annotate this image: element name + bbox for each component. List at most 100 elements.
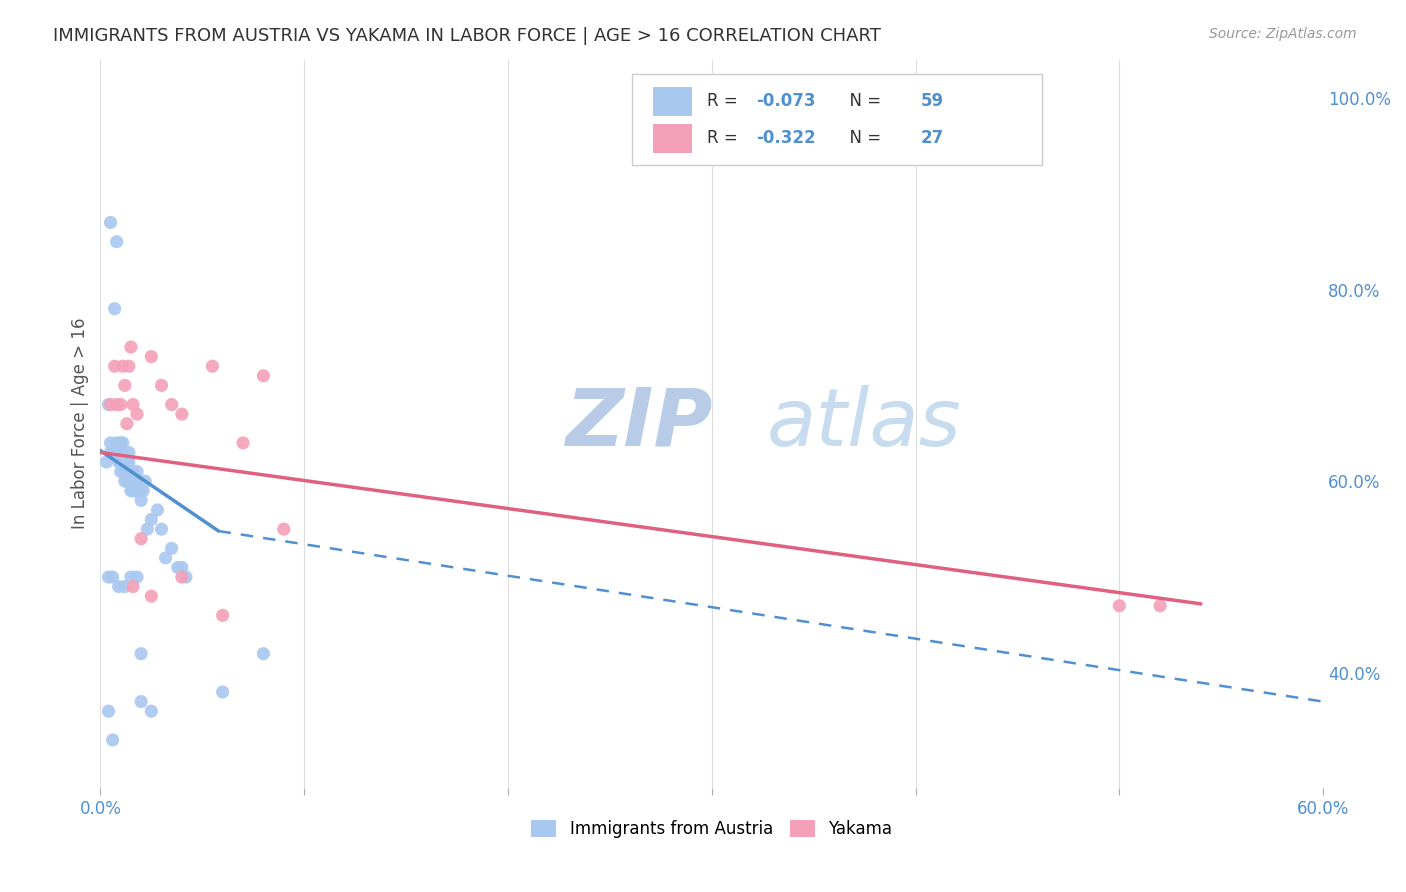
Point: [104, 445, 127, 459]
Point: [105, 398, 128, 412]
Point: [124, 474, 146, 488]
Text: ZIP: ZIP: [565, 384, 713, 463]
Point: [115, 465, 138, 479]
Point: [97, 570, 120, 584]
Point: [100, 398, 122, 412]
Point: [107, 455, 129, 469]
Point: [122, 474, 145, 488]
Point: [114, 465, 136, 479]
FancyBboxPatch shape: [633, 74, 1042, 165]
Point: [97, 398, 120, 412]
Point: [166, 560, 188, 574]
Point: [125, 407, 148, 421]
Point: [104, 301, 127, 316]
Point: [141, 704, 163, 718]
Point: [120, 570, 142, 584]
Y-axis label: In Labor Force | Age > 16: In Labor Force | Age > 16: [72, 318, 89, 530]
Point: [155, 550, 177, 565]
Point: [111, 455, 134, 469]
Point: [115, 417, 138, 431]
Point: [110, 436, 132, 450]
Point: [96, 455, 118, 469]
Point: [115, 474, 138, 488]
Point: [132, 483, 155, 498]
Point: [120, 483, 142, 498]
Point: [107, 445, 129, 459]
Point: [110, 455, 132, 469]
Point: [124, 483, 146, 498]
Point: [111, 445, 134, 459]
Point: [105, 436, 128, 450]
Text: 27: 27: [921, 129, 943, 147]
Point: [114, 580, 136, 594]
Point: [174, 570, 197, 584]
Point: [1149, 599, 1171, 613]
Point: [211, 608, 233, 623]
Text: N =: N =: [839, 129, 886, 147]
Point: [129, 647, 152, 661]
Point: [125, 570, 148, 584]
Text: R =: R =: [707, 129, 742, 147]
Point: [273, 522, 295, 536]
Point: [118, 445, 141, 459]
Point: [160, 541, 183, 556]
Point: [122, 465, 145, 479]
Point: [101, 445, 124, 459]
Point: [105, 235, 128, 249]
Point: [252, 647, 274, 661]
Point: [136, 522, 159, 536]
Point: [107, 580, 129, 594]
Point: [129, 532, 152, 546]
Text: 59: 59: [921, 92, 943, 111]
Point: [114, 378, 136, 392]
Point: [122, 580, 145, 594]
Point: [170, 570, 193, 584]
Point: [122, 483, 145, 498]
Point: [141, 512, 163, 526]
Point: [211, 685, 233, 699]
Point: [122, 398, 145, 412]
Text: -0.322: -0.322: [756, 129, 815, 147]
Point: [141, 350, 163, 364]
Point: [146, 503, 169, 517]
Point: [128, 483, 150, 498]
Point: [115, 455, 138, 469]
Point: [232, 436, 254, 450]
Point: [118, 455, 141, 469]
Text: N =: N =: [839, 92, 886, 111]
Point: [141, 589, 163, 603]
Point: [120, 465, 142, 479]
Text: -0.073: -0.073: [756, 92, 815, 111]
Point: [150, 378, 173, 392]
Point: [125, 474, 148, 488]
Point: [101, 733, 124, 747]
Point: [160, 398, 183, 412]
Point: [110, 465, 132, 479]
Text: atlas: atlas: [766, 384, 962, 463]
Text: Source: ZipAtlas.com: Source: ZipAtlas.com: [1209, 27, 1357, 41]
Point: [104, 359, 127, 374]
Point: [1108, 599, 1130, 613]
Point: [120, 474, 142, 488]
Point: [129, 493, 152, 508]
Point: [120, 340, 142, 354]
Point: [252, 368, 274, 383]
Point: [125, 465, 148, 479]
Point: [129, 695, 152, 709]
Point: [111, 436, 134, 450]
Bar: [652, 123, 692, 153]
Point: [100, 445, 122, 459]
Point: [114, 474, 136, 488]
Text: R =: R =: [707, 92, 742, 111]
Point: [170, 407, 193, 421]
Point: [118, 465, 141, 479]
Text: IMMIGRANTS FROM AUSTRIA VS YAKAMA IN LABOR FORCE | AGE > 16 CORRELATION CHART: IMMIGRANTS FROM AUSTRIA VS YAKAMA IN LAB…: [53, 27, 882, 45]
Point: [118, 359, 141, 374]
Point: [170, 560, 193, 574]
Point: [111, 359, 134, 374]
Legend: Immigrants from Austria, Yakama: Immigrants from Austria, Yakama: [524, 814, 898, 845]
Bar: [652, 87, 692, 116]
Point: [110, 398, 132, 412]
Point: [100, 436, 122, 450]
Point: [97, 704, 120, 718]
